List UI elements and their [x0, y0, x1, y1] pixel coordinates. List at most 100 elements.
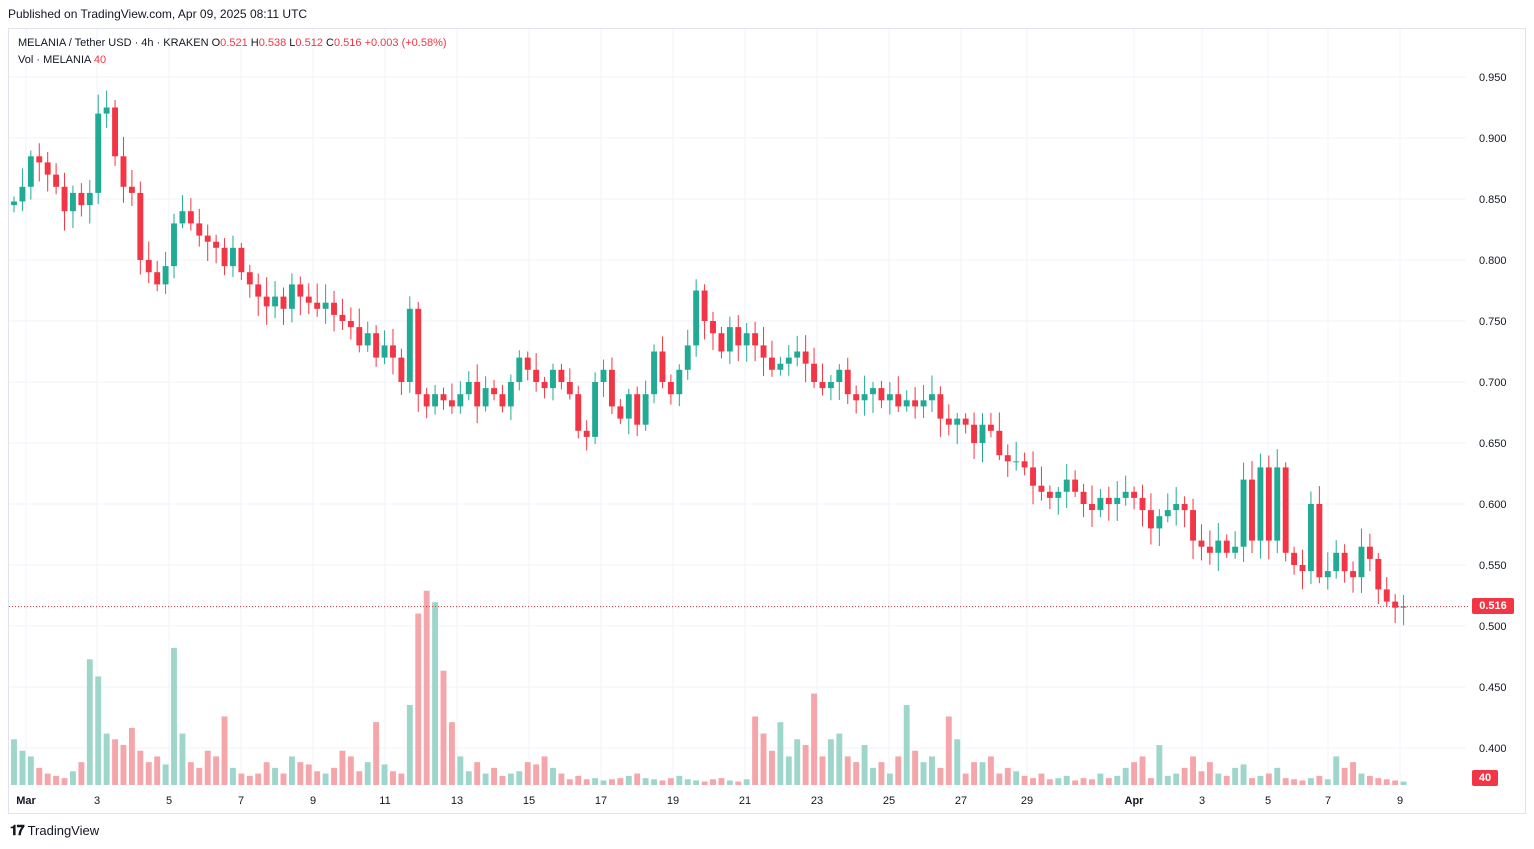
volume-bar: [710, 779, 716, 785]
candle-body: [230, 247, 236, 267]
legend-high-label: H: [250, 37, 259, 49]
candle-body: [726, 327, 733, 352]
volume-bar: [987, 756, 994, 785]
candle-body: [954, 418, 961, 425]
price-axis: 0.950 0.900 0.850 0.800 0.750 0.700 0.650 0.600…: [1479, 72, 1507, 755]
volume-bar: [322, 773, 329, 785]
time-tick-label: Apr: [1125, 795, 1145, 807]
volume-bar: [1021, 775, 1028, 785]
candle-body: [1122, 491, 1129, 498]
candle-body: [1375, 558, 1382, 590]
volume-bar: [1350, 762, 1356, 785]
volume-bar: [777, 722, 784, 785]
candle-body: [120, 156, 127, 187]
candle-body: [179, 211, 186, 224]
volume-bar: [937, 767, 944, 785]
volume-bar: [1223, 775, 1230, 785]
volume-bar: [448, 722, 455, 785]
volume-bar: [785, 756, 792, 785]
volume-bar: [853, 762, 860, 785]
volume-bar: [1324, 779, 1331, 785]
candle-body: [19, 186, 26, 202]
volume-bar: [53, 775, 60, 785]
candle-body: [162, 266, 169, 285]
volume-bar: [608, 779, 615, 785]
candle-body: [482, 388, 489, 407]
candle-body: [1114, 497, 1121, 504]
volume-bar: [44, 773, 51, 785]
legend-symbol: MELANIA / Tether USD · 4h · KRAKEN: [18, 37, 209, 49]
volume-bar: [533, 764, 540, 785]
volume-bars: [11, 590, 1407, 785]
volume-bar: [1232, 767, 1239, 785]
volume-bar: [1198, 771, 1205, 785]
volume-bar: [962, 773, 969, 785]
volume-bar: [912, 750, 919, 785]
volume-bar: [162, 764, 169, 785]
candle-body: [1097, 497, 1104, 511]
candle-body: [811, 363, 818, 382]
candle-body: [1215, 540, 1222, 553]
price-tick-label: 0.900: [1479, 133, 1507, 145]
volume-bar: [1366, 775, 1373, 785]
volume-bar: [1038, 773, 1045, 785]
volume-bar: [1299, 780, 1306, 785]
volume-bar: [78, 762, 85, 785]
time-tick-label: 7: [238, 795, 244, 807]
volume-bar: [1131, 762, 1138, 785]
candle-body: [642, 394, 649, 425]
candle-body: [937, 394, 944, 419]
volume-bar: [406, 705, 413, 785]
candle-body: [575, 394, 582, 431]
candle-body: [929, 394, 935, 401]
candle-body: [1198, 540, 1205, 547]
candle-body: [86, 192, 93, 206]
candle-body: [676, 369, 683, 395]
candle-body: [1358, 546, 1365, 578]
last-volume-label: 40: [1472, 770, 1498, 786]
volume-bar: [1257, 775, 1264, 785]
candle-body: [1206, 546, 1213, 553]
price-tick-label: 0.550: [1479, 560, 1507, 572]
price-tick-label: 0.500: [1479, 621, 1507, 633]
volume-bar: [1072, 780, 1079, 785]
volume-bar: [1316, 775, 1323, 785]
time-tick-label: 13: [451, 795, 463, 807]
volume-bar: [27, 756, 34, 785]
volume-bar: [331, 767, 337, 785]
volume-bar: [802, 745, 809, 785]
candle-body: [171, 223, 177, 267]
candle-body: [187, 211, 194, 224]
chart-legend: MELANIA / Tether USD · 4h · KRAKEN O0.52…: [18, 35, 447, 69]
volume-bar: [171, 647, 177, 785]
candle-body: [1013, 461, 1020, 463]
candle-body: [128, 186, 135, 193]
volume-bar: [1097, 773, 1104, 785]
volume-bar: [861, 745, 868, 785]
volume-bar: [305, 764, 312, 785]
volume-bar: [1122, 767, 1129, 785]
volume-bar: [659, 780, 666, 785]
volume-bar: [971, 762, 978, 785]
price-tick-label: 0.800: [1479, 255, 1507, 267]
candle-body: [280, 296, 287, 309]
volume-bar: [693, 780, 700, 785]
chart-grid: [9, 29, 1466, 786]
time-tick-label: 5: [166, 795, 172, 807]
candle-body: [78, 192, 85, 206]
candle-body: [288, 284, 295, 309]
volume-bar: [1265, 773, 1272, 785]
chart-frame[interactable]: [8, 28, 1526, 814]
candle-body: [566, 382, 573, 395]
candle-body: [11, 201, 17, 206]
volume-bar: [541, 756, 548, 785]
candle-body: [154, 272, 161, 285]
volume-bar: [979, 762, 986, 785]
volume-bar: [575, 775, 582, 785]
volume-bar: [684, 779, 691, 785]
volume-bar: [676, 775, 683, 785]
candle-body: [1156, 516, 1163, 529]
time-axis: Mar 3 5 7 9 11 13 15 17 19 21 23 25 27 29 Apr 3 5 7 9: [16, 795, 1403, 807]
candle-body: [794, 351, 801, 358]
